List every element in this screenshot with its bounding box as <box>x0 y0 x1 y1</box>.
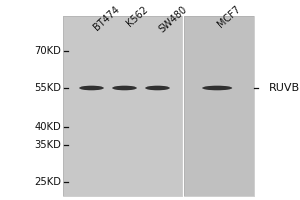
Text: 25KD: 25KD <box>34 177 62 187</box>
Text: BT474: BT474 <box>92 4 121 32</box>
Text: RUVBL2: RUVBL2 <box>268 83 300 93</box>
Text: 35KD: 35KD <box>34 140 62 150</box>
Text: 70KD: 70KD <box>34 46 62 56</box>
Text: 55KD: 55KD <box>34 83 62 93</box>
Text: MCF7: MCF7 <box>216 4 243 30</box>
Text: SW480: SW480 <box>158 4 190 34</box>
Text: 40KD: 40KD <box>35 122 62 132</box>
Text: K562: K562 <box>124 4 150 28</box>
